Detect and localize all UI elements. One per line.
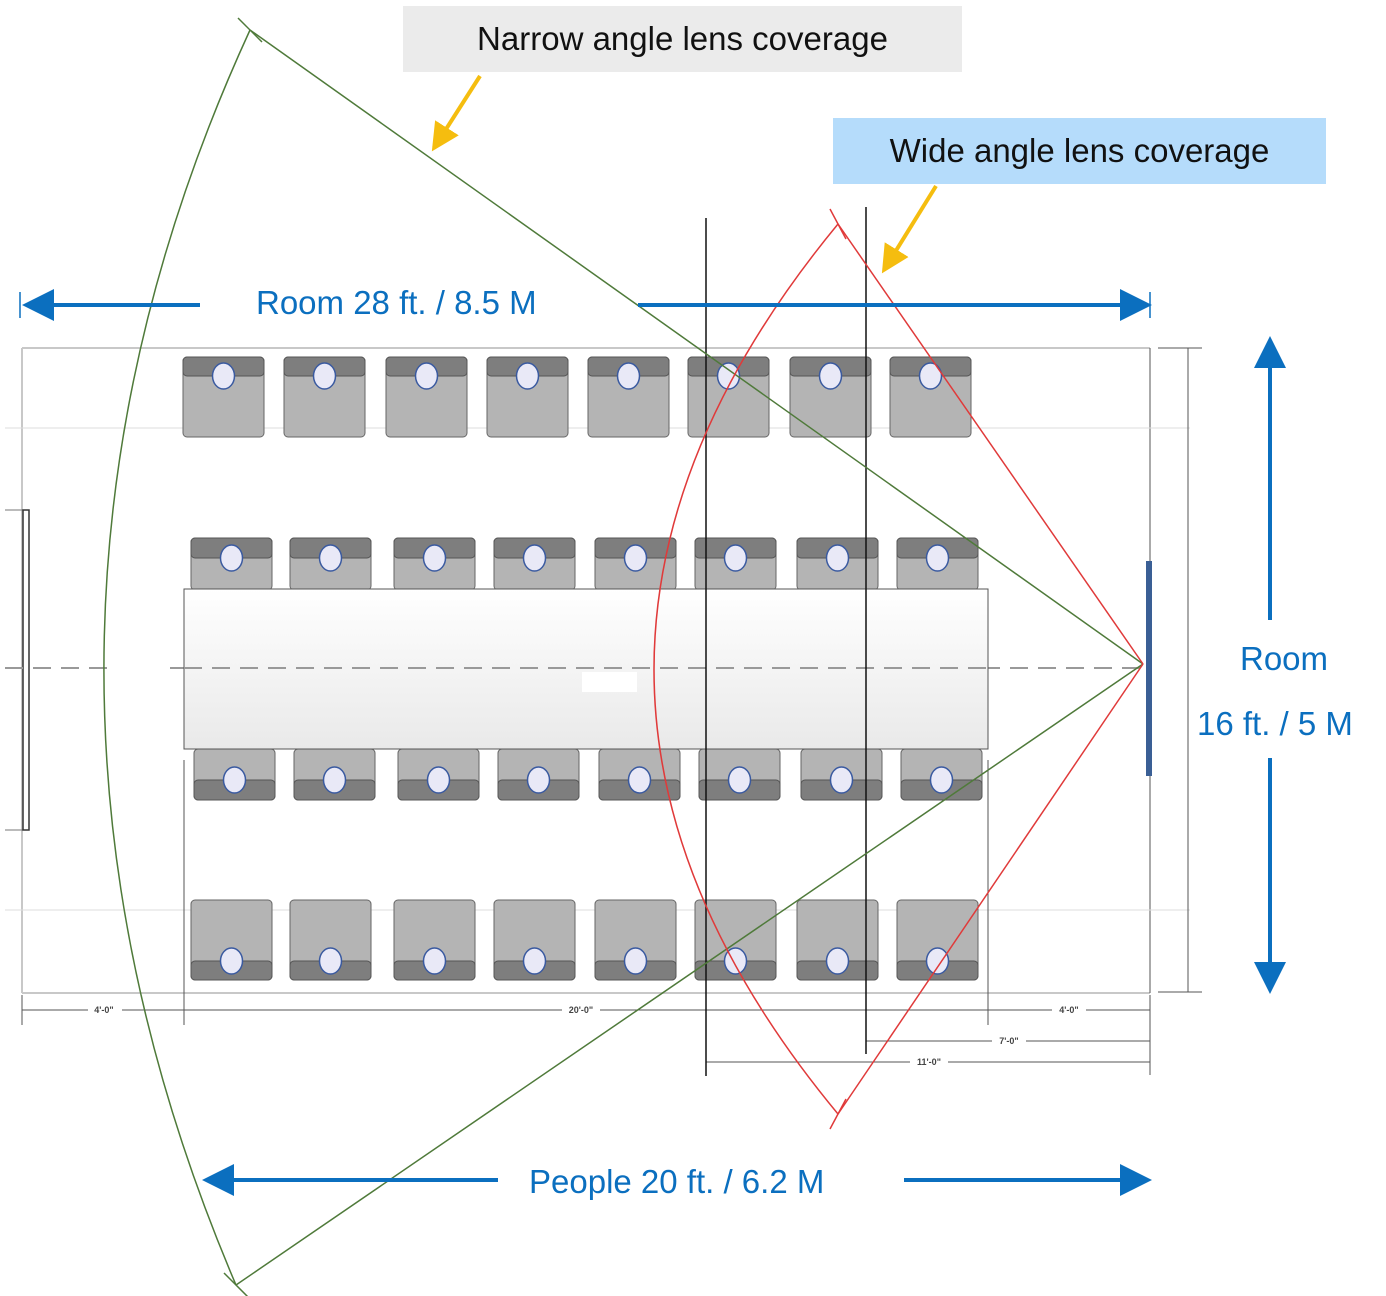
chair-icon	[190, 899, 273, 981]
chair-icon	[796, 899, 879, 981]
chair-icon	[182, 356, 265, 438]
chair-icon	[800, 748, 883, 801]
chair-icon	[393, 537, 476, 591]
dim-left-label: 4'-0"	[94, 1005, 113, 1015]
chair-icon	[896, 537, 979, 591]
chair-icon	[796, 537, 879, 591]
chair-icon	[694, 537, 777, 591]
chair-icon	[190, 537, 273, 591]
room-width-label-line1: Room	[1240, 640, 1329, 677]
people-width-label: People 20 ft. / 6.2 M	[529, 1163, 825, 1200]
camera-distance-lines	[705, 207, 867, 1076]
chair-icon	[889, 356, 972, 438]
chair-icon	[493, 899, 576, 981]
room-length-label: Room 28 ft. / 8.5 M	[256, 284, 537, 321]
chair-icon	[393, 899, 476, 981]
chair-icon	[293, 748, 376, 801]
chair-icon	[598, 748, 681, 801]
chair-icon	[193, 748, 276, 801]
chair-icon	[694, 899, 777, 981]
chair-icon	[493, 537, 576, 591]
chair-icon	[385, 356, 468, 438]
camera-icon	[1146, 561, 1152, 776]
room-width-label-line2: 16 ft. / 5 M	[1197, 705, 1353, 742]
chair-icon	[896, 899, 979, 981]
chair-icon	[687, 356, 770, 438]
chair-icon	[587, 356, 670, 438]
dim-right-label: 4'-0"	[1059, 1005, 1078, 1015]
dimension-arrows	[22, 289, 1286, 1196]
chair-icon	[698, 748, 781, 801]
chair-icon	[486, 356, 569, 438]
display-icon	[22, 509, 30, 831]
chair-icon	[283, 356, 366, 438]
chair-icon	[789, 356, 872, 438]
chair-icon	[289, 537, 372, 591]
dim-camera-11-label: 11'-0"	[917, 1057, 941, 1067]
dim-camera-7-label: 7'-0"	[999, 1036, 1018, 1046]
chairs	[182, 356, 983, 981]
chair-icon	[397, 748, 480, 801]
callout-pointers	[431, 74, 938, 274]
chair-icon	[497, 748, 580, 801]
wide-lens-coverage	[653, 208, 1144, 1130]
dim-middle-label: 20'-0"	[569, 1005, 593, 1015]
chair-icon	[594, 899, 677, 981]
chair-icon	[900, 748, 983, 801]
wide-lens-callout: Wide angle lens coverage	[833, 118, 1326, 184]
narrow-lens-callout: Narrow angle lens coverage	[403, 6, 962, 72]
chair-icon	[289, 899, 372, 981]
